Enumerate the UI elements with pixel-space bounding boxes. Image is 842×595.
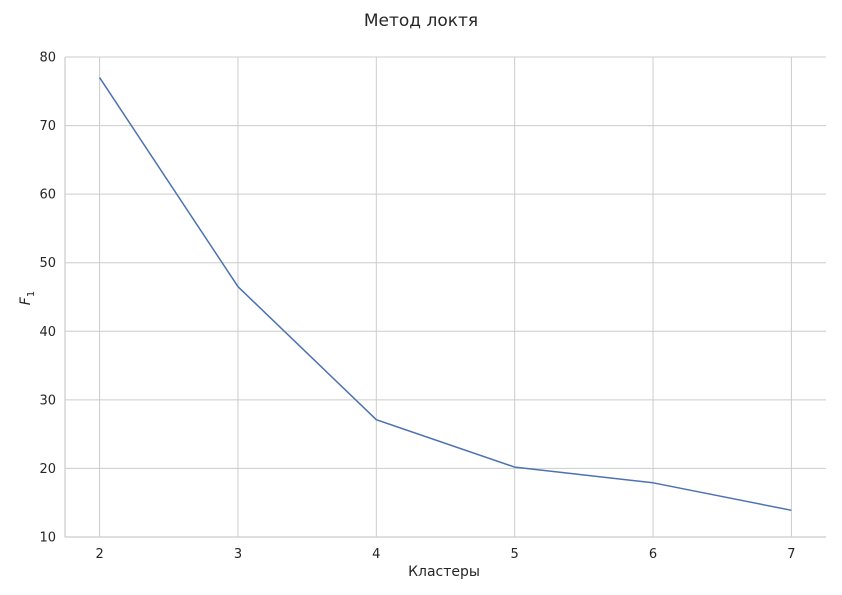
y-tick-label: 10 [39,531,56,546]
y-tick-label: 50 [39,256,56,271]
chart-title: Метод локтя [364,11,478,31]
x-axis-label: Кластеры [408,564,480,580]
series-layer [98,77,792,512]
x-tick-label: 2 [95,547,103,562]
x-tick-label: 5 [511,547,519,562]
y-tick-label: 80 [39,51,56,66]
x-tick-label: 6 [649,547,657,562]
y-axis-label: F1 [18,291,37,305]
x-tick-labels: 2 3 4 5 6 7 [95,547,795,562]
x-tick-label: 4 [372,547,380,562]
y-tick-label: 60 [39,188,56,203]
y-tick-label: 40 [39,325,56,340]
y-axis-label-sub: 1 [26,291,37,297]
y-tick-label: 70 [39,119,56,134]
grid-lines [65,56,826,537]
x-tick-label: 7 [787,547,795,562]
y-axis-label-main: F [18,296,34,305]
axis-spines [64,57,826,538]
y-tick-label: 30 [39,393,56,408]
y-tick-labels: 10 20 30 40 50 60 70 80 [39,51,56,546]
y-tick-label: 20 [39,462,56,477]
series-line [98,77,792,512]
x-tick-label: 3 [234,547,242,562]
y-axis-label-group: F1 [18,291,37,305]
